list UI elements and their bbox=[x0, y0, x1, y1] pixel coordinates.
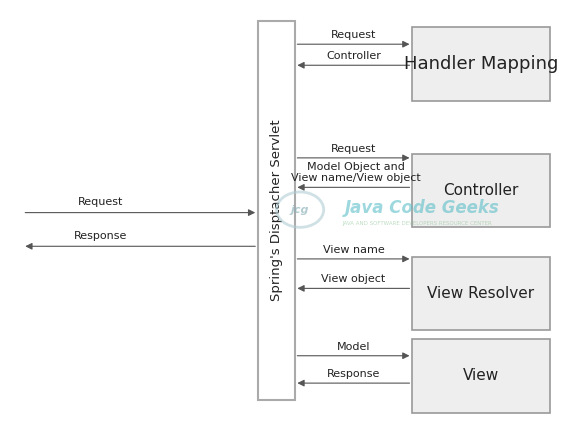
FancyBboxPatch shape bbox=[412, 27, 550, 101]
FancyBboxPatch shape bbox=[412, 339, 550, 413]
Text: View: View bbox=[463, 368, 499, 383]
FancyBboxPatch shape bbox=[412, 154, 550, 227]
Text: Model Object and
View name/View object: Model Object and View name/View object bbox=[291, 162, 421, 183]
Text: Java Code Geeks: Java Code Geeks bbox=[345, 200, 500, 217]
Text: Controller: Controller bbox=[326, 51, 381, 61]
Text: Response: Response bbox=[327, 369, 380, 379]
Text: Controller: Controller bbox=[443, 183, 519, 198]
Text: Request: Request bbox=[331, 30, 376, 40]
Text: View Resolver: View Resolver bbox=[427, 286, 535, 301]
Text: Model: Model bbox=[337, 341, 370, 352]
FancyBboxPatch shape bbox=[412, 257, 550, 330]
Text: View object: View object bbox=[321, 274, 385, 284]
Text: Request: Request bbox=[331, 144, 376, 154]
Text: Response: Response bbox=[74, 231, 128, 241]
Text: JAVA AND SOFTWARE DEVELOPERS RESOURCE CENTER: JAVA AND SOFTWARE DEVELOPERS RESOURCE CE… bbox=[342, 221, 492, 226]
Text: View name: View name bbox=[323, 245, 384, 255]
Text: jcg: jcg bbox=[291, 205, 309, 215]
Text: Request: Request bbox=[79, 197, 123, 207]
Text: Handler Mapping: Handler Mapping bbox=[404, 55, 558, 73]
FancyBboxPatch shape bbox=[258, 21, 295, 400]
Text: Spring's Disptacher Servlet: Spring's Disptacher Servlet bbox=[270, 120, 283, 301]
